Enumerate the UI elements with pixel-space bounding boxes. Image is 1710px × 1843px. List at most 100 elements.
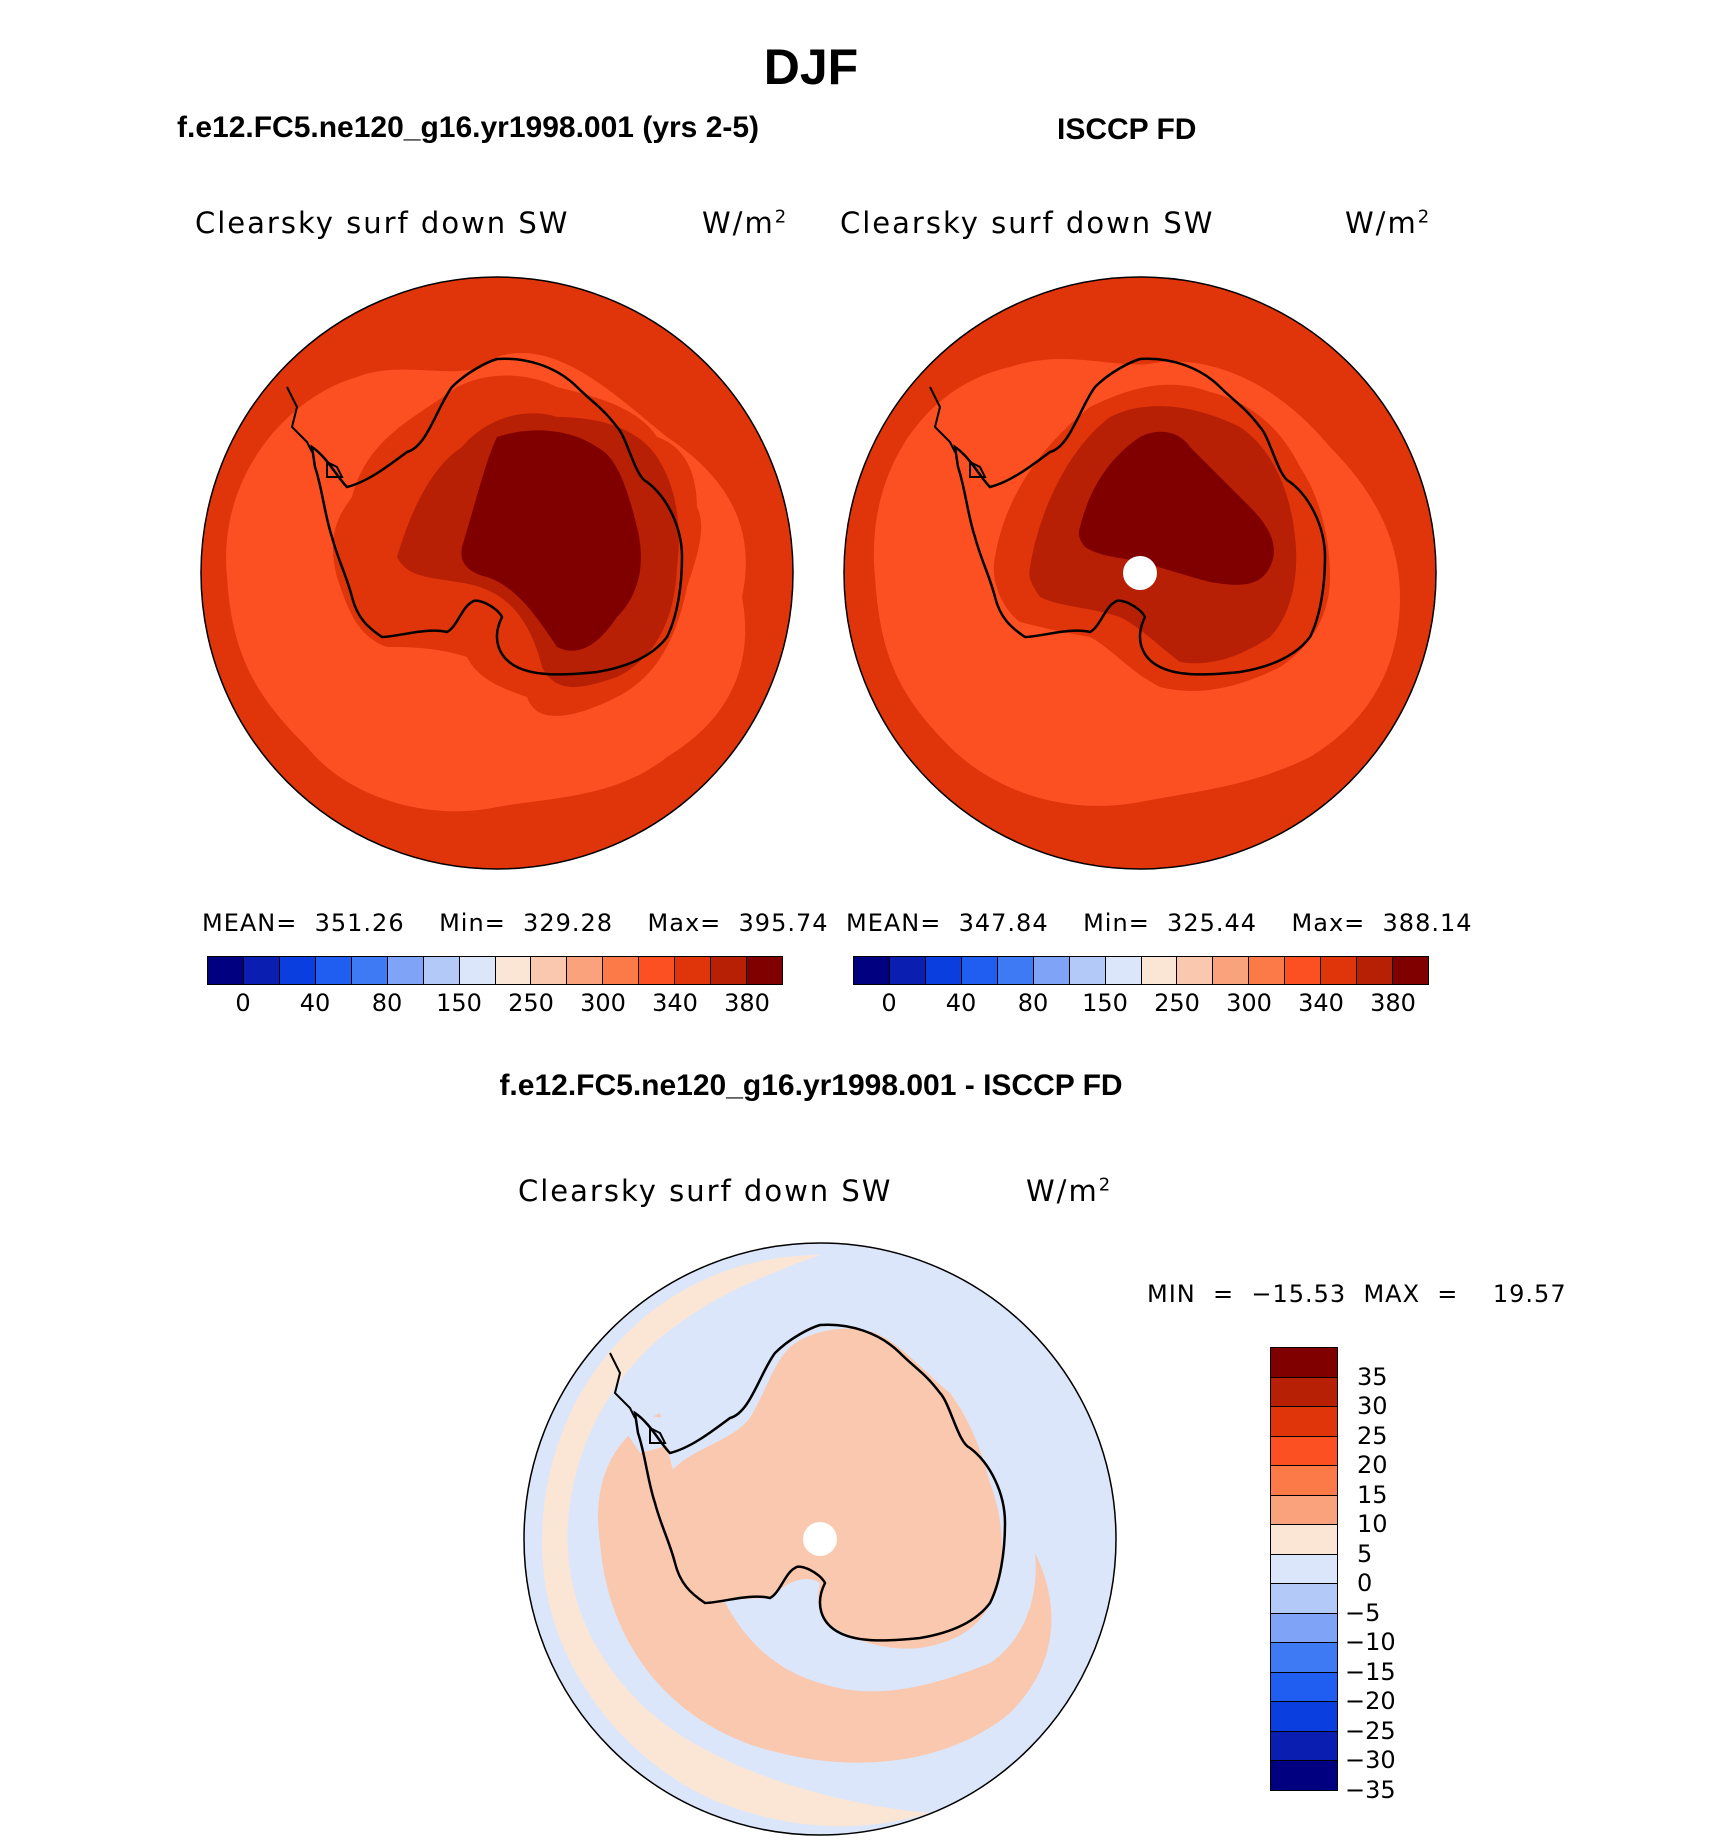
colorbar-box xyxy=(315,957,352,984)
colorbar-tick-label: 300 xyxy=(580,989,626,1017)
colorbar-box xyxy=(961,957,998,984)
colorbar-box xyxy=(1141,957,1178,984)
colorbar-box xyxy=(1271,1731,1337,1761)
colorbar-box xyxy=(1271,1466,1337,1496)
diff-variable-label: Clearsky surf down SW xyxy=(518,1174,893,1208)
colorbar-tick-label: 250 xyxy=(1154,989,1200,1017)
colorbar-box xyxy=(567,957,604,984)
colorbar-box xyxy=(1105,957,1142,984)
model-units-label: W/m2 xyxy=(702,206,788,240)
colorbar-box xyxy=(1271,1407,1337,1437)
colorbar-box xyxy=(1271,1584,1337,1614)
diff-panel-title: f.e12.FC5.ne120_g16.yr1998.001 - ISCCP F… xyxy=(499,1069,1123,1102)
colorbar-tick-label: 25 xyxy=(1357,1421,1388,1450)
peninsula-coastline xyxy=(609,1352,667,1444)
units-text: W/m xyxy=(702,206,775,240)
colorbar-tick-label: −25 xyxy=(1345,1716,1396,1745)
ice-core-zone xyxy=(1078,431,1274,585)
obs-polar-map xyxy=(843,276,1437,870)
units-exponent: 2 xyxy=(774,206,789,228)
colorbar-box xyxy=(603,957,640,984)
diff-min-max: MIN = −15.53 MAX = 19.57 xyxy=(1147,1280,1567,1308)
colorbar-box xyxy=(925,957,962,984)
colorbar-tick-label: 30 xyxy=(1357,1392,1388,1420)
colorbar-box xyxy=(495,957,532,984)
peninsula-coastline xyxy=(929,386,987,478)
obs-units-label: W/m2 xyxy=(1345,206,1431,240)
map-boundary xyxy=(523,1242,1117,1836)
colorbar-tick-label: 80 xyxy=(371,989,403,1017)
colorbar-tick-label: 0 xyxy=(1357,1569,1373,1597)
model-colorbar-labels: 0 40 80 150 250 300 340 380 xyxy=(207,985,783,1019)
obs-variable-label: Clearsky surf down SW xyxy=(840,206,1215,240)
units-text: W/m xyxy=(1345,206,1418,240)
colorbar-tick-label: −35 xyxy=(1345,1775,1396,1804)
colorbar-box xyxy=(1271,1377,1337,1407)
obs-colorbar: 0 40 80 150 250 300 340 380 xyxy=(853,956,1429,1019)
colorbar-box xyxy=(1393,957,1428,984)
peninsula-coastline xyxy=(286,386,344,478)
colorbar-box xyxy=(889,957,926,984)
colorbar-box xyxy=(1357,957,1394,984)
model-polar-map xyxy=(200,276,794,870)
colorbar-tick-label: 40 xyxy=(945,989,977,1017)
colorbar-tick-label: −20 xyxy=(1345,1687,1396,1715)
units-exponent: 2 xyxy=(1098,1174,1113,1196)
colorbar-tick-label: −15 xyxy=(1345,1657,1396,1686)
colorbar-tick-label: 250 xyxy=(508,989,554,1017)
units-text: W/m xyxy=(1026,1174,1099,1208)
colorbar-tick-label: 150 xyxy=(436,989,482,1017)
coastline xyxy=(310,357,684,676)
colorbar-box xyxy=(1213,957,1250,984)
colorbar-box xyxy=(854,957,890,984)
colorbar-box xyxy=(208,957,244,984)
colorbar-box xyxy=(1271,1348,1337,1378)
colorbar-tick-label: 340 xyxy=(1298,989,1344,1017)
colorbar-tick-label: 380 xyxy=(1370,989,1416,1017)
model-variable-label: Clearsky surf down SW xyxy=(195,206,570,240)
colorbar-box xyxy=(387,957,424,984)
model-colorbar: 0 40 80 150 250 300 340 380 xyxy=(207,956,783,1019)
colorbar-tick-label: 340 xyxy=(652,989,698,1017)
map-boundary xyxy=(200,276,794,870)
colorbar-tick-label: 0 xyxy=(881,989,897,1017)
colorbar-tick-label: 35 xyxy=(1357,1362,1388,1391)
colorbar-box xyxy=(1271,1761,1337,1790)
colorbar-tick-label: 15 xyxy=(1357,1480,1388,1509)
model-stats: MEAN= 351.26 Min= 329.28 Max= 395.74 xyxy=(202,909,829,937)
colorbar-box xyxy=(1271,1554,1337,1584)
colorbar-tick-label: 380 xyxy=(724,989,770,1017)
colorbar-box xyxy=(1271,1525,1337,1555)
colorbar-tick-label: 300 xyxy=(1226,989,1272,1017)
colorbar-box xyxy=(1271,1495,1337,1525)
diff-polar-map xyxy=(523,1242,1117,1836)
diff-colorbar xyxy=(1270,1347,1338,1791)
units-exponent: 2 xyxy=(1417,206,1432,228)
colorbar-box xyxy=(1271,1702,1337,1732)
colorbar-tick-label: −30 xyxy=(1345,1746,1396,1774)
colorbar-box xyxy=(1033,957,1070,984)
obs-stats: MEAN= 347.84 Min= 325.44 Max= 388.14 xyxy=(846,909,1473,937)
colorbar-box xyxy=(351,957,388,984)
colorbar-box xyxy=(711,957,748,984)
colorbar-box xyxy=(1271,1613,1337,1643)
colorbar-tick-label: 150 xyxy=(1082,989,1128,1017)
colorbar-tick-label: 0 xyxy=(235,989,251,1017)
colorbar-box xyxy=(1271,1643,1337,1673)
colorbar-box xyxy=(531,957,568,984)
colorbar-box xyxy=(459,957,496,984)
colorbar-tick-label: 20 xyxy=(1357,1451,1388,1479)
colorbar-box xyxy=(1285,957,1322,984)
colorbar-box xyxy=(1321,957,1358,984)
season-title: DJF xyxy=(763,39,859,95)
colorbar-box xyxy=(423,957,460,984)
colorbar-box xyxy=(1271,1672,1337,1702)
model-panel-title: f.e12.FC5.ne120_g16.yr1998.001 (yrs 2-5) xyxy=(177,111,760,144)
obs-panel-title: ISCCP FD xyxy=(1057,113,1197,146)
obs-colorbar-boxes xyxy=(853,956,1429,985)
colorbar-box xyxy=(1069,957,1106,984)
diff-units-label: W/m2 xyxy=(1026,1174,1112,1208)
pole-hole xyxy=(803,1522,837,1556)
colorbar-box xyxy=(997,957,1034,984)
colorbar-box xyxy=(747,957,782,984)
